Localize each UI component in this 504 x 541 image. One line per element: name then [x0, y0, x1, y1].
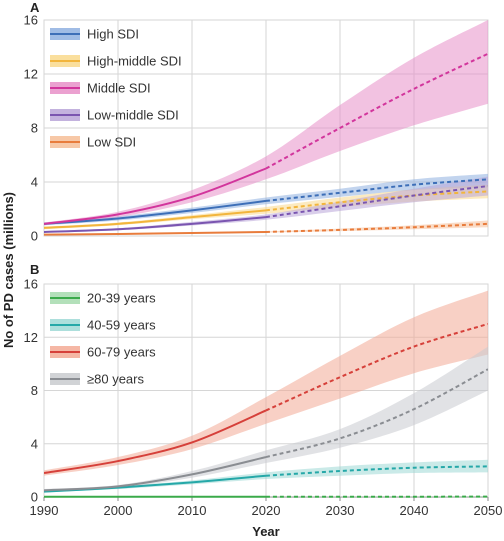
x-tick-label: 2050 [474, 503, 503, 518]
y-tick-label: 12 [24, 330, 38, 345]
legend-item: Low-middle SDI [50, 108, 179, 123]
legend-item: 20-39 years [50, 291, 156, 306]
series-line-observed [44, 167, 267, 225]
legend-item: High-middle SDI [50, 54, 182, 69]
series-line-projected [265, 465, 488, 477]
series-line-projected [265, 190, 488, 212]
y-tick-label: 12 [24, 67, 38, 82]
y-tick-label: 16 [24, 277, 38, 292]
legend-label: High SDI [87, 27, 139, 42]
series-line-projected [265, 368, 488, 459]
x-tick-label: 2030 [326, 503, 355, 518]
series-line-observed [44, 409, 267, 475]
series-line-observed [44, 216, 267, 233]
y-axis-title: No of PD cases (millions) [1, 192, 16, 348]
series-line-observed [44, 199, 267, 225]
y-tick-label: 8 [31, 121, 38, 136]
uncertainty-band [44, 346, 488, 492]
series-line-projected [265, 222, 488, 233]
panel-label: A [30, 0, 40, 15]
legend-label: 20-39 years [87, 291, 156, 306]
legend-item: High SDI [50, 27, 139, 42]
x-tick-label: 2000 [104, 503, 133, 518]
legend-label: 40-59 years [87, 318, 156, 333]
uncertainty-band [44, 20, 488, 226]
series-line-observed [44, 456, 267, 492]
legend-item: Low SDI [50, 135, 136, 150]
uncertainty-band [44, 173, 488, 226]
legend-label: Low-middle SDI [87, 108, 179, 123]
panel-b: B 0 4 8 12 16 1990 2000 2010 2020 2030 2040 2050 20-3… [24, 262, 503, 518]
y-tick-label: 0 [31, 490, 38, 505]
x-axis-title: Year [252, 524, 279, 539]
uncertainty-band [44, 290, 488, 476]
legend-item: Middle SDI [50, 81, 151, 96]
y-tick-label: 0 [31, 229, 38, 244]
y-tick-label: 8 [31, 383, 38, 398]
x-tick-label: 2010 [178, 503, 207, 518]
legend-item: 40-59 years [50, 318, 156, 333]
series-line-observed [44, 209, 267, 229]
series-layer [44, 290, 488, 498]
x-tick-label: 1990 [30, 503, 59, 518]
y-tick-label: 4 [31, 175, 38, 190]
panel-label: B [30, 262, 39, 277]
x-tick-label: 2020 [252, 503, 281, 518]
legend: High SDI High-middle SDI Middle SDI Low-mid… [50, 27, 182, 150]
panel-a: A 0 4 8 12 16 High SDI High-middle SDI Middle SD… [24, 0, 489, 244]
legend-label: 60-79 years [87, 345, 156, 360]
legend-label: Low SDI [87, 135, 136, 150]
legend-item: ≥80 years [50, 372, 144, 387]
legend-item: 60-79 years [50, 345, 156, 360]
series-layer [44, 20, 488, 236]
series-line-projected [265, 185, 488, 219]
legend: 20-39 years 40-59 years 60-79 years ≥80 yea… [50, 291, 156, 387]
series-line-observed [44, 230, 267, 236]
series-line-projected [265, 178, 488, 202]
legend-label: High-middle SDI [87, 54, 182, 69]
y-tick-label: 4 [31, 436, 38, 451]
y-tick-label: 16 [24, 13, 38, 28]
legend-label: Middle SDI [87, 81, 151, 96]
legend-label: ≥80 years [87, 372, 144, 387]
x-tick-label: 2040 [400, 503, 429, 518]
series-line-projected [265, 52, 488, 170]
series-line-projected [265, 322, 488, 412]
